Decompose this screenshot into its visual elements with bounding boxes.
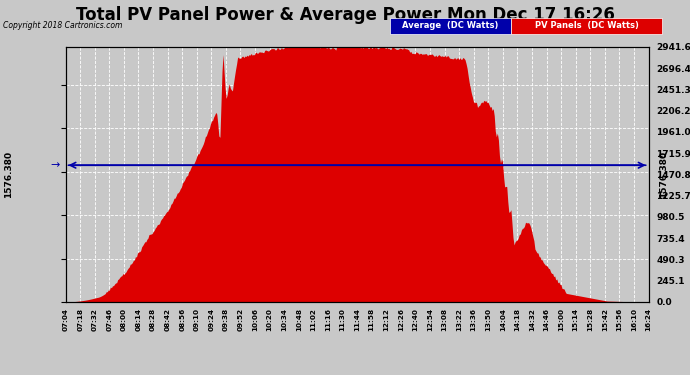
Text: Average  (DC Watts): Average (DC Watts) (402, 21, 498, 30)
Text: 1576.380: 1576.380 (659, 151, 669, 198)
Text: PV Panels  (DC Watts): PV Panels (DC Watts) (535, 21, 638, 30)
Text: Copyright 2018 Cartronics.com: Copyright 2018 Cartronics.com (3, 21, 123, 30)
Text: →: → (50, 160, 60, 170)
Text: Total PV Panel Power & Average Power Mon Dec 17 16:26: Total PV Panel Power & Average Power Mon… (76, 6, 614, 24)
Text: 1576.380: 1576.380 (3, 151, 13, 198)
